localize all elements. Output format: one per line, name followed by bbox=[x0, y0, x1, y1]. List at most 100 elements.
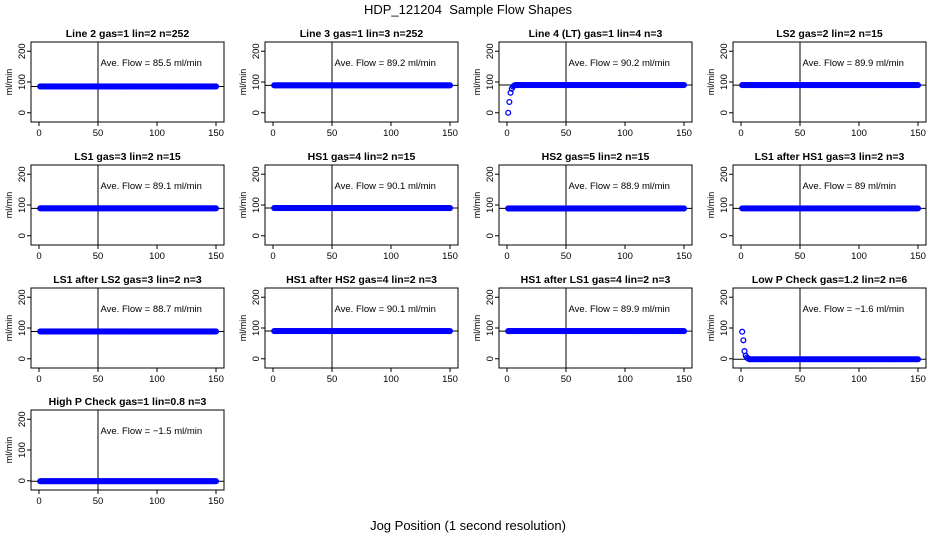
data-point bbox=[446, 82, 454, 89]
data-point bbox=[680, 81, 688, 89]
y-tick-label: 0 bbox=[251, 233, 262, 238]
y-tick-label: 200 bbox=[251, 289, 262, 305]
y-tick-label: 0 bbox=[719, 233, 730, 238]
y-tick-label: 100 bbox=[17, 197, 28, 213]
y-axis-label: ml/min bbox=[4, 315, 14, 342]
data-points bbox=[271, 327, 454, 335]
panel-title: High P Check gas=1 lin=0.8 n=3 bbox=[49, 396, 207, 408]
x-tick-label: 150 bbox=[442, 128, 458, 139]
x-tick-label: 0 bbox=[36, 374, 41, 385]
panel-title: LS1 after HS1 gas=3 lin=2 n=3 bbox=[755, 151, 905, 163]
data-points bbox=[505, 81, 688, 116]
data-point bbox=[739, 328, 746, 335]
average-flow-annotation: Ave. Flow = 85.5 ml/min bbox=[100, 58, 201, 69]
x-tick-label: 100 bbox=[851, 251, 867, 262]
average-flow-annotation: Ave. Flow = 89.9 ml/min bbox=[568, 304, 669, 315]
x-tick-label: 100 bbox=[383, 374, 399, 385]
data-points bbox=[739, 205, 922, 212]
panel-title: Line 4 (LT) gas=1 lin=4 n=3 bbox=[529, 28, 663, 40]
y-tick-label: 100 bbox=[251, 197, 262, 213]
x-tick-label: 100 bbox=[149, 128, 165, 139]
data-point bbox=[740, 337, 747, 344]
x-tick-label: 150 bbox=[442, 374, 458, 385]
x-tick-label: 150 bbox=[208, 496, 224, 507]
y-axis-label: ml/min bbox=[4, 437, 14, 464]
y-tick-label: 100 bbox=[251, 74, 262, 90]
x-tick-label: 0 bbox=[36, 496, 41, 507]
y-tick-label: 0 bbox=[17, 356, 28, 361]
average-flow-annotation: Ave. Flow = 90.2 ml/min bbox=[568, 58, 669, 69]
x-tick-label: 50 bbox=[327, 128, 338, 139]
data-point bbox=[212, 205, 220, 212]
x-tick-label: 150 bbox=[910, 128, 926, 139]
average-flow-annotation: Ave. Flow = 90.1 ml/min bbox=[334, 304, 435, 315]
x-tick-label: 50 bbox=[561, 374, 572, 385]
x-tick-label: 0 bbox=[36, 251, 41, 262]
x-tick-label: 50 bbox=[93, 374, 104, 385]
average-flow-annotation: Ave. Flow = 89.1 ml/min bbox=[100, 181, 201, 192]
panel-3: Line 4 (LT) gas=1 lin=4 n=3 0 100 200ml/min… bbox=[472, 28, 693, 139]
x-tick-label: 100 bbox=[617, 374, 633, 385]
x-tick-label: 50 bbox=[795, 128, 806, 139]
x-tick-label: 50 bbox=[795, 374, 806, 385]
panel-title: HS1 after LS1 gas=4 lin=2 n=3 bbox=[521, 274, 671, 286]
plot-frame bbox=[30, 164, 225, 246]
data-points bbox=[271, 82, 454, 89]
y-tick-label: 100 bbox=[485, 74, 496, 90]
x-tick-label: 50 bbox=[93, 496, 104, 507]
y-tick-label: 100 bbox=[17, 442, 28, 458]
y-tick-label: 200 bbox=[251, 166, 262, 182]
y-axis-label: ml/min bbox=[238, 315, 248, 342]
x-tick-label: 100 bbox=[617, 128, 633, 139]
y-axis-label: ml/min bbox=[238, 69, 248, 96]
x-tick-label: 150 bbox=[208, 374, 224, 385]
data-point bbox=[446, 327, 454, 335]
x-tick-label: 0 bbox=[504, 251, 509, 262]
panel-title: LS1 gas=3 lin=2 n=15 bbox=[74, 151, 181, 163]
panel-title: HS2 gas=5 lin=2 n=15 bbox=[542, 151, 650, 163]
panel-title: LS2 gas=2 lin=2 n=15 bbox=[776, 28, 883, 40]
x-tick-label: 0 bbox=[738, 128, 743, 139]
y-tick-label: 0 bbox=[485, 356, 496, 361]
data-points bbox=[271, 204, 454, 212]
average-flow-annotation: Ave. Flow = 88.7 ml/min bbox=[100, 304, 201, 315]
y-tick-label: 100 bbox=[719, 74, 730, 90]
plot-frame bbox=[732, 287, 927, 369]
x-tick-label: 100 bbox=[617, 251, 633, 262]
panel-10: HS1 after HS2 gas=4 lin=2 n=3 0 100 200ml/m… bbox=[238, 274, 459, 385]
data-point bbox=[680, 205, 688, 212]
average-flow-annotation: Ave. Flow = 89 ml/min bbox=[802, 181, 896, 192]
y-axis-label: ml/min bbox=[472, 192, 482, 219]
y-axis-label: ml/min bbox=[238, 192, 248, 219]
average-flow-annotation: Ave. Flow = −1.5 ml/min bbox=[100, 426, 202, 437]
x-tick-label: 0 bbox=[738, 251, 743, 262]
y-axis-label: ml/min bbox=[706, 315, 716, 342]
data-points bbox=[37, 328, 220, 335]
y-axis-label: ml/min bbox=[4, 192, 14, 219]
x-tick-label: 150 bbox=[910, 251, 926, 262]
plot-frame bbox=[30, 409, 225, 491]
data-point bbox=[212, 328, 220, 335]
plot-frame bbox=[30, 41, 225, 123]
plot-frame bbox=[498, 287, 693, 369]
y-tick-label: 0 bbox=[251, 356, 262, 361]
average-flow-annotation: Ave. Flow = 89.2 ml/min bbox=[334, 58, 435, 69]
x-tick-label: 0 bbox=[270, 374, 275, 385]
data-points bbox=[37, 83, 220, 90]
data-point bbox=[212, 478, 220, 485]
y-axis-label: ml/min bbox=[472, 69, 482, 96]
panel-11: HS1 after LS1 gas=4 lin=2 n=3 0 100 200ml/m… bbox=[472, 274, 693, 385]
panel-8: LS1 after HS1 gas=3 lin=2 n=3 0 100 200ml/m… bbox=[706, 151, 927, 262]
x-tick-label: 150 bbox=[910, 374, 926, 385]
x-tick-label: 50 bbox=[561, 251, 572, 262]
x-tick-label: 0 bbox=[36, 128, 41, 139]
panel-13: High P Check gas=1 lin=0.8 n=3 0 100 200ml/… bbox=[4, 396, 225, 507]
y-tick-label: 200 bbox=[17, 43, 28, 59]
y-tick-label: 0 bbox=[719, 356, 730, 361]
